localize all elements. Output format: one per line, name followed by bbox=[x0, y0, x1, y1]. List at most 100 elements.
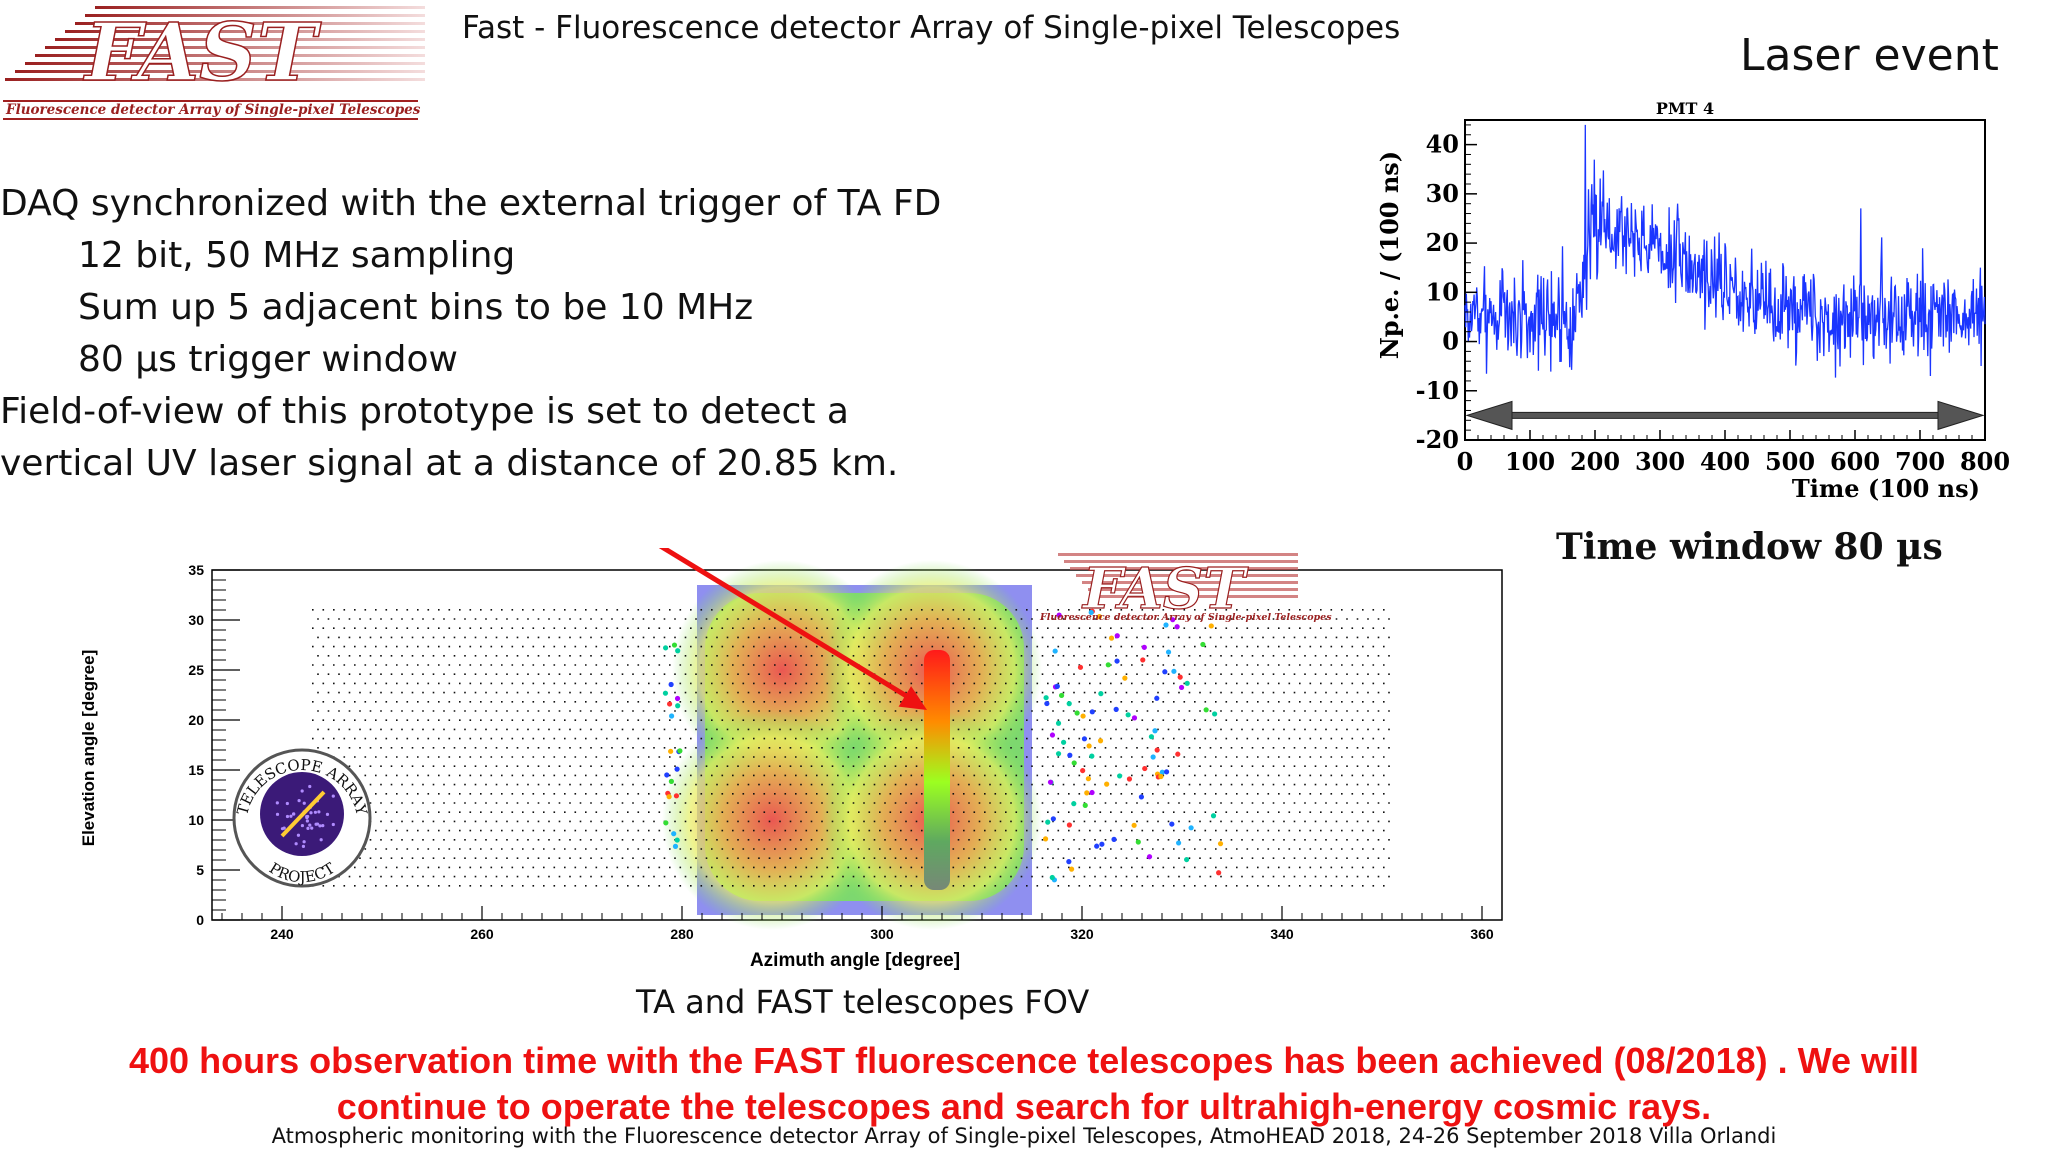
x-tick-label: 600 bbox=[1830, 447, 1880, 476]
ta-logo-star bbox=[285, 814, 290, 819]
ta-logo-star bbox=[302, 840, 306, 844]
ta-logo-star bbox=[306, 826, 310, 830]
ta-hit-pixel bbox=[1210, 813, 1217, 819]
ta-hit-pixel bbox=[1067, 752, 1073, 758]
fov-caption: TA and FAST telescopes FOV bbox=[636, 983, 1090, 1021]
ta-hit-pixel bbox=[1094, 843, 1100, 849]
logo-overlay-stripe bbox=[1082, 581, 1298, 584]
fast-logo: FAST Fluorescence detector Array of Sing… bbox=[0, 0, 430, 125]
ta-hit-pixel bbox=[1068, 866, 1075, 872]
x-axis-label: Time (100 ns) bbox=[1792, 474, 1980, 503]
x-tick-label: 0 bbox=[1457, 447, 1474, 476]
ta-logo-star bbox=[280, 827, 285, 831]
x-tick-label: 260 bbox=[470, 926, 494, 942]
bullet-fov-2: vertical UV laser signal at a distance o… bbox=[0, 443, 899, 484]
ta-hit-pixel bbox=[1131, 822, 1137, 828]
ta-hit-pixel bbox=[1099, 841, 1105, 847]
x-tick-label: 500 bbox=[1765, 447, 1815, 476]
ta-logo-star bbox=[308, 784, 312, 789]
ta-hit-pixel bbox=[1043, 695, 1049, 701]
logo-overlay-stripe bbox=[1064, 560, 1298, 563]
ta-pixel-grid bbox=[312, 609, 1390, 887]
ta-hit-pixel bbox=[666, 794, 672, 800]
ta-logo-star bbox=[300, 789, 304, 793]
ta-logo-star bbox=[325, 812, 330, 817]
ta-hit-pixel bbox=[668, 681, 674, 688]
ta-hit-pixel bbox=[1163, 769, 1170, 775]
ta-hit-pixel bbox=[1084, 790, 1090, 796]
ta-hit-pixel bbox=[1096, 614, 1103, 620]
ta-hit-pixel bbox=[1066, 859, 1072, 865]
ta-hit-pixel bbox=[1049, 874, 1055, 881]
bullet-sum-bins: Sum up 5 adjacent bins to be 10 MHz bbox=[78, 287, 754, 328]
conclusion-line-1: 400 hours observation time with the FAST… bbox=[129, 1040, 1919, 1081]
ta-hit-pixel bbox=[1111, 836, 1117, 842]
time-window-label: Time window 80 µs bbox=[1556, 526, 1943, 568]
laser-event-label: Laser event bbox=[1740, 30, 1999, 81]
logo-overlay-text: FAST bbox=[1081, 556, 1249, 622]
ta-hit-pixel bbox=[1047, 779, 1054, 785]
ta-hit-pixel bbox=[1114, 633, 1120, 639]
chart-title: PMT 4 bbox=[1656, 99, 1714, 118]
ta-logo-star bbox=[300, 823, 305, 828]
logo-overlay-stripe bbox=[1088, 588, 1298, 591]
ta-hit-pixel bbox=[1080, 767, 1086, 774]
y-tick-label: 30 bbox=[188, 612, 204, 628]
ta-hit-pixel bbox=[673, 793, 680, 799]
ta-hit-pixel bbox=[1045, 819, 1051, 825]
ta-hit-pixel bbox=[1080, 713, 1086, 719]
ta-hit-pixel bbox=[1097, 738, 1104, 744]
ta-hit-pixel bbox=[1177, 674, 1183, 680]
ta-hit-pixel bbox=[1117, 773, 1123, 779]
bullet-trigger-window: 80 µs trigger window bbox=[78, 339, 458, 380]
ta-hit-pixel bbox=[1081, 736, 1088, 742]
y-tick-label: -10 bbox=[1416, 376, 1459, 405]
ta-hit-pixel bbox=[1055, 720, 1062, 726]
ta-hit-pixel bbox=[1217, 841, 1224, 847]
ta-hit-pixel bbox=[1114, 658, 1120, 664]
ta-hit-pixel bbox=[663, 820, 669, 826]
y-tick-label: 40 bbox=[1426, 130, 1459, 159]
pmt-waveform-chart: 0 100 200 300 400 500 600 700 800 -20 -10 0 10 20 30 40… bbox=[1375, 99, 2010, 503]
ta-hit-pixel bbox=[1060, 739, 1067, 745]
ta-hit-pixel bbox=[1216, 870, 1222, 876]
ta-logo-star bbox=[289, 814, 293, 818]
ta-hit-pixel bbox=[664, 772, 670, 778]
bullet-sampling: 12 bit, 50 MHz sampling bbox=[78, 235, 516, 276]
ta-logo-star bbox=[318, 824, 322, 828]
ta-logo-star bbox=[317, 810, 321, 814]
ta-hit-pixel bbox=[1148, 734, 1155, 740]
ta-hit-pixel bbox=[666, 701, 673, 707]
logo-overlay-subtitle: Fluorescence detector Array of Single-pi… bbox=[1039, 612, 1332, 623]
ta-hit-pixel bbox=[1077, 664, 1084, 670]
ta-hit-pixel bbox=[1066, 822, 1073, 828]
bullet-fov-1: Field-of-view of this prototype is set t… bbox=[0, 391, 849, 432]
ta-hit-pixel bbox=[674, 695, 681, 702]
ta-hit-pixel bbox=[1126, 776, 1133, 782]
ta-hit-pixel bbox=[674, 837, 680, 843]
ta-hit-pixel bbox=[1104, 781, 1110, 787]
y-tick-label: 20 bbox=[188, 712, 204, 728]
y-tick-label: 30 bbox=[1426, 179, 1459, 208]
ta-hit-pixel bbox=[1169, 821, 1175, 827]
ta-logo-star bbox=[285, 801, 289, 806]
y-axis-label: Np.e. / (100 ns) bbox=[1375, 151, 1404, 359]
x-tick-label: 800 bbox=[1960, 447, 2010, 476]
ta-hit-pixel bbox=[1212, 711, 1218, 717]
logo-overlay-stripe bbox=[1076, 574, 1298, 577]
x-tick-label: 200 bbox=[1570, 447, 1620, 476]
ta-hit-pixel bbox=[1146, 854, 1153, 860]
ta-hit-pixel bbox=[1131, 715, 1138, 721]
x-tick-label: 300 bbox=[870, 926, 894, 942]
ta-logo-star bbox=[331, 794, 335, 798]
ta-hit-pixel bbox=[675, 648, 681, 654]
ta-logo-star bbox=[315, 822, 320, 826]
ta-hit-pixel bbox=[1105, 662, 1111, 668]
conclusion-text: 400 hours observation time with the FAST… bbox=[0, 1038, 2048, 1130]
ta-hit-pixel bbox=[1171, 668, 1177, 674]
ta-hit-pixel bbox=[672, 843, 679, 849]
ta-logo-star bbox=[305, 814, 309, 819]
ta-hit-pixel bbox=[1089, 709, 1095, 715]
y-tick-label: 5 bbox=[196, 862, 204, 878]
